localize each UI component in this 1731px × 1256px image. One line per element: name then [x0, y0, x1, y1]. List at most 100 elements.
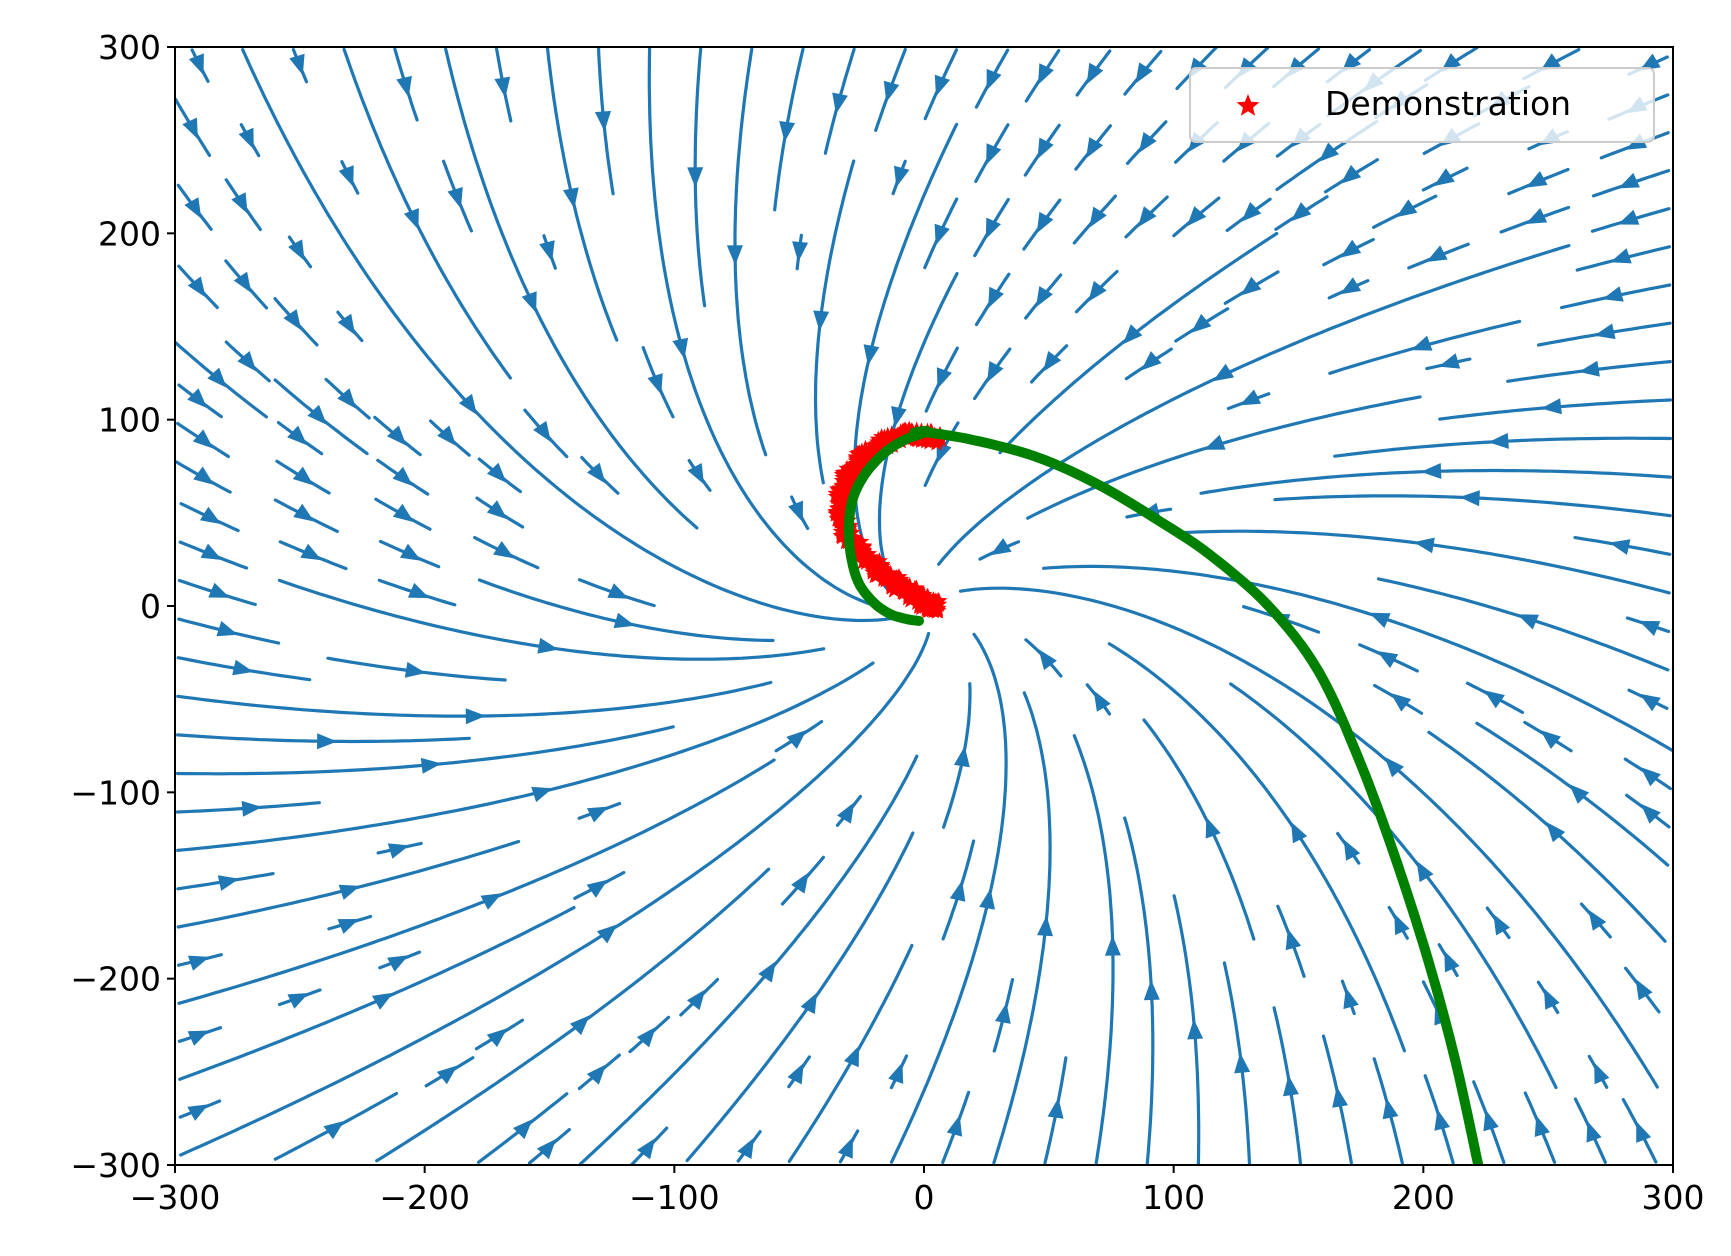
- demonstration-point: [850, 444, 868, 461]
- streamline-arrow: [934, 223, 950, 246]
- streamline-arrow: [1384, 757, 1404, 778]
- streamline-arrow: [1617, 209, 1640, 225]
- streamline-arrow: [586, 806, 609, 823]
- streamline-arrow: [1488, 432, 1509, 449]
- streamline-arrow: [323, 1120, 345, 1140]
- streamline-arrow: [200, 543, 223, 560]
- demonstration-point: [899, 588, 917, 606]
- streamline-arrow: [486, 462, 507, 483]
- streamline-arrow: [1493, 914, 1511, 936]
- streamline-arrow: [1390, 693, 1412, 712]
- streamline-arrow: [891, 406, 907, 428]
- legend-box: [1189, 67, 1655, 143]
- streamline-arrow: [233, 271, 252, 293]
- demonstration-point: [829, 509, 847, 526]
- streamline-arrow: [787, 1062, 804, 1085]
- demonstration-point: [859, 550, 877, 567]
- demonstration-point: [906, 584, 924, 602]
- streamline-arrow: [207, 367, 227, 388]
- streamline-arrow: [1394, 913, 1410, 936]
- demonstration-point: [872, 439, 890, 457]
- streamline-arrow: [199, 506, 222, 525]
- streamline-arrow: [1540, 730, 1561, 749]
- streamline-arrow: [672, 337, 689, 359]
- demonstration-point: [864, 561, 882, 578]
- streamline-arrow: [687, 463, 704, 485]
- streamline-arrow: [387, 843, 410, 859]
- streamline-arrow: [537, 637, 559, 654]
- streamline-arrow: [1416, 860, 1434, 883]
- streamline-arrow: [607, 583, 629, 599]
- streamline-arrow: [1635, 978, 1653, 1001]
- streamline-arrow: [1037, 137, 1054, 159]
- streamline-arrow: [596, 924, 618, 944]
- streamline-arrow: [1594, 323, 1616, 340]
- streamline-arrow: [1594, 1062, 1610, 1085]
- demonstration-point: [882, 577, 900, 594]
- streamline-arrow: [737, 1137, 755, 1159]
- streamline-arrow: [1434, 1109, 1450, 1131]
- streamline-arrow: [800, 992, 817, 1015]
- streamline-arrow: [792, 241, 809, 262]
- legend-label-demonstration: Demonstration: [1325, 84, 1571, 123]
- streamline-arrow: [1240, 276, 1262, 296]
- streamline-arrow: [1340, 239, 1362, 258]
- reproduction-line: [843, 425, 1484, 1165]
- streamline-arrow: [1541, 398, 1562, 415]
- streamline-arrow: [1602, 286, 1624, 302]
- streamline-arrow: [1421, 463, 1442, 479]
- streamline-arrow: [586, 1064, 607, 1085]
- streamline-arrow: [292, 466, 314, 486]
- demonstration-point: [850, 537, 868, 554]
- streamline-arrow: [1369, 612, 1391, 628]
- streamline-arrow: [494, 76, 511, 98]
- streamline-arrow: [493, 541, 515, 559]
- streamline-arrow: [182, 117, 198, 140]
- demonstration-point: [854, 553, 872, 570]
- streamline-arrow: [216, 621, 238, 637]
- streamline-arrow: [531, 786, 553, 803]
- streamline-arrow: [1588, 909, 1607, 931]
- streamline-arrow: [396, 75, 412, 98]
- demonstration-point: [924, 594, 942, 611]
- streamline-arrow: [192, 429, 214, 449]
- streamline-arrow: [1290, 202, 1312, 222]
- streamline-arrow: [1459, 490, 1480, 507]
- streamline-arrow: [1444, 950, 1460, 973]
- y-tick-label: −200: [70, 960, 161, 999]
- demonstration-point: [912, 598, 930, 616]
- streamline-arrow: [293, 503, 315, 522]
- demonstration-point: [898, 578, 916, 596]
- streamline-arrow: [513, 1119, 533, 1140]
- streamline-arrow: [307, 404, 327, 425]
- streamline-arrow: [934, 74, 950, 97]
- demonstration-point: [875, 428, 893, 445]
- streamline-arrow: [217, 875, 240, 891]
- streamline-arrow: [238, 127, 254, 150]
- streamline-arrow: [437, 425, 457, 446]
- streamline-arrow: [287, 425, 308, 446]
- demonstration-point: [832, 526, 850, 543]
- demonstration-point: [864, 442, 882, 459]
- demonstration-point: [870, 556, 888, 574]
- streamline-arrow: [1187, 1019, 1204, 1040]
- legend-star-icon: [1236, 94, 1260, 116]
- streamline-arrow: [187, 1104, 209, 1121]
- streamline-arrow: [486, 500, 508, 520]
- streamline-arrow: [1540, 53, 1561, 72]
- streamline-arrow: [1089, 206, 1107, 228]
- streamline-arrow: [986, 68, 1002, 91]
- streamline-arrow: [569, 1015, 590, 1036]
- x-tick-label: 200: [1392, 1178, 1455, 1217]
- demonstration-point: [831, 480, 849, 497]
- streamline-arrow: [988, 286, 1004, 309]
- streamline-arrow: [1343, 987, 1359, 1010]
- streamline-arrow: [726, 245, 743, 266]
- streamline-arrow: [1396, 199, 1418, 218]
- streamline-arrow: [786, 729, 807, 749]
- streamline-arrow: [613, 612, 636, 629]
- streamline-arrow: [420, 757, 442, 774]
- streamline-arrow: [894, 165, 910, 188]
- streamline-arrow: [1426, 245, 1448, 262]
- streamline-arrow: [863, 344, 880, 366]
